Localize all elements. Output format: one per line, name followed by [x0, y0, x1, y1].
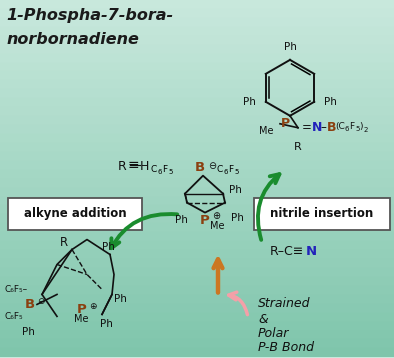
Text: ): ) [359, 122, 362, 131]
Bar [0, 295, 394, 304]
Text: Ph: Ph [229, 185, 242, 195]
Text: P: P [77, 303, 87, 316]
Bar [0, 143, 394, 152]
Text: (C: (C [335, 122, 345, 131]
Text: Strained: Strained [258, 297, 310, 310]
Bar [0, 81, 394, 90]
Text: R: R [118, 160, 127, 173]
Bar [0, 232, 394, 241]
Text: Me: Me [260, 126, 274, 136]
Bar [0, 286, 394, 295]
Bar [0, 223, 394, 232]
Bar [0, 0, 394, 9]
Bar [0, 188, 394, 197]
Bar [0, 277, 394, 286]
Bar [0, 330, 394, 339]
Text: Ph: Ph [243, 97, 256, 107]
Text: N: N [312, 121, 322, 134]
Text: C₆F₅: C₆F₅ [4, 312, 22, 321]
Text: 6: 6 [158, 169, 162, 175]
Text: Ph: Ph [114, 294, 127, 304]
Text: B: B [25, 298, 35, 311]
Bar [0, 63, 394, 72]
Text: Ph: Ph [100, 319, 113, 329]
Text: ⊕: ⊕ [212, 211, 220, 221]
Bar [0, 197, 394, 205]
Text: R–C≡: R–C≡ [270, 245, 304, 258]
Text: ⊖: ⊖ [208, 161, 216, 171]
Text: 5: 5 [168, 169, 172, 175]
Text: N: N [306, 245, 317, 258]
Text: Ph: Ph [231, 213, 244, 223]
FancyBboxPatch shape [8, 198, 142, 229]
Text: 6: 6 [224, 169, 229, 175]
Text: norbornadiene: norbornadiene [6, 32, 139, 47]
Text: P: P [281, 117, 290, 130]
Bar [0, 72, 394, 81]
Bar [0, 98, 394, 107]
Text: Me: Me [210, 221, 225, 231]
Bar [0, 27, 394, 36]
Text: 1-Phospha-7-bora-: 1-Phospha-7-bora- [6, 8, 173, 23]
Text: 5: 5 [234, 169, 238, 175]
Text: F: F [162, 165, 167, 174]
Text: =: = [302, 121, 312, 134]
Bar [0, 152, 394, 161]
Bar [0, 134, 394, 143]
Text: F: F [228, 165, 233, 174]
Text: 5: 5 [355, 126, 359, 132]
Text: F: F [349, 122, 354, 131]
Text: nitrile insertion: nitrile insertion [270, 207, 374, 220]
Text: B: B [327, 121, 336, 134]
Bar [0, 214, 394, 223]
Text: P: P [200, 214, 210, 227]
Text: ⊖: ⊖ [37, 297, 45, 306]
Bar [0, 170, 394, 179]
Text: H: H [140, 160, 149, 173]
Bar [0, 321, 394, 330]
Text: –: – [320, 121, 326, 134]
Bar [0, 116, 394, 125]
Bar [0, 205, 394, 214]
Bar [0, 107, 394, 116]
Text: Me: Me [74, 314, 89, 324]
Text: Ph: Ph [324, 97, 337, 107]
Text: Ph: Ph [102, 242, 115, 252]
Text: ≡: ≡ [128, 158, 139, 172]
Bar [0, 36, 394, 45]
Text: P-B Bond: P-B Bond [258, 341, 314, 354]
Text: Ph: Ph [175, 214, 188, 224]
Text: Ph: Ph [284, 42, 296, 52]
Bar [0, 161, 394, 170]
Bar [0, 179, 394, 188]
Text: ⊕: ⊕ [89, 302, 97, 311]
Text: 6: 6 [345, 126, 349, 132]
Bar [0, 268, 394, 277]
Text: R: R [60, 236, 68, 249]
Text: alkyne addition: alkyne addition [24, 207, 126, 220]
Bar [0, 90, 394, 98]
Bar [0, 45, 394, 54]
Text: Polar: Polar [258, 327, 289, 340]
Text: R: R [294, 142, 302, 152]
Bar [0, 18, 394, 27]
Bar [0, 259, 394, 268]
Bar [0, 313, 394, 321]
Text: C: C [151, 165, 157, 174]
Text: 2: 2 [364, 127, 368, 133]
Bar [0, 348, 394, 357]
Text: Ph: Ph [22, 327, 35, 337]
Text: C: C [217, 165, 223, 174]
Bar [0, 241, 394, 250]
Bar [0, 125, 394, 134]
Text: B: B [195, 161, 205, 174]
FancyBboxPatch shape [254, 198, 390, 229]
Bar [0, 250, 394, 259]
Text: &: & [258, 313, 268, 326]
Text: C₆F₅–: C₆F₅– [4, 285, 27, 294]
Bar [0, 54, 394, 63]
Bar [0, 9, 394, 18]
Bar [0, 304, 394, 313]
Bar [0, 339, 394, 348]
